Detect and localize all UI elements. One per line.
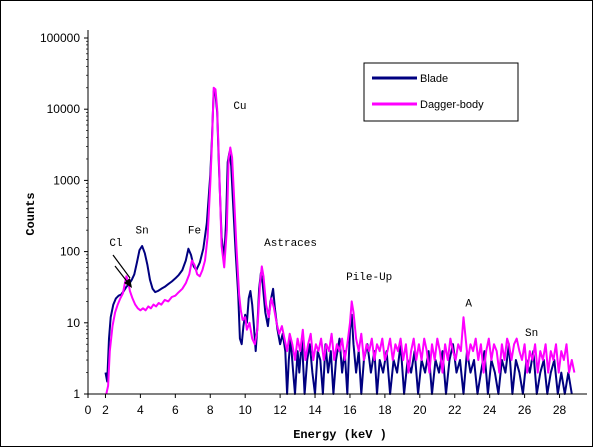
y-axis-title: Counts [24,192,38,235]
y-tick-label: 1000 [53,173,80,187]
x-tick-label: 20 [413,403,427,417]
annotation-label: Astraces [264,238,317,250]
legend-label-dagger-body: Dagger-body [420,99,484,111]
x-tick-label: 10 [238,403,252,417]
y-tick-label: 1 [73,387,80,401]
y-tick-label: 10 [67,316,81,330]
annotation-label: Sn [525,328,538,340]
cl-arrowhead [124,278,132,288]
legend-label-blade: Blade [420,73,448,85]
y-tick-label: 100000 [40,31,80,45]
x-tick-label: 12 [273,403,287,417]
x-tick-label: 18 [378,403,392,417]
x-tick-label: 14 [308,403,322,417]
x-tick-label: 2 [102,403,109,417]
x-tick-label: 0 [85,403,92,417]
series-line-dagger-body [105,86,576,395]
cl-arrow-line-1 [112,254,131,279]
annotation-label: Sn [136,225,149,237]
annotation-label: Cu [233,101,246,113]
x-tick-label: 22 [448,403,462,417]
x-tick-label: 16 [343,403,357,417]
x-tick-label: 28 [553,403,567,417]
x-tick-label: 6 [172,403,179,417]
annotation-label: A [465,298,472,310]
annotation-label: Pile-Up [346,272,392,284]
annotation-label: Cl [109,238,122,250]
x-tick-label: 4 [137,403,144,417]
x-tick-label: 24 [483,403,497,417]
legend-box [363,62,519,122]
x-tick-label: 26 [518,403,532,417]
annotation-label: Fe [188,225,201,237]
y-tick-label: 10000 [47,102,81,116]
annotation-layer: Cl Sn Fe Cu Astraces Pile-Up A Sn [109,101,538,340]
legend: Blade Dagger-body [363,62,519,122]
x-tick-label: 8 [207,403,214,417]
x-axis-title: Energy (keV ) [293,428,387,442]
y-tick-label: 100 [60,245,80,259]
